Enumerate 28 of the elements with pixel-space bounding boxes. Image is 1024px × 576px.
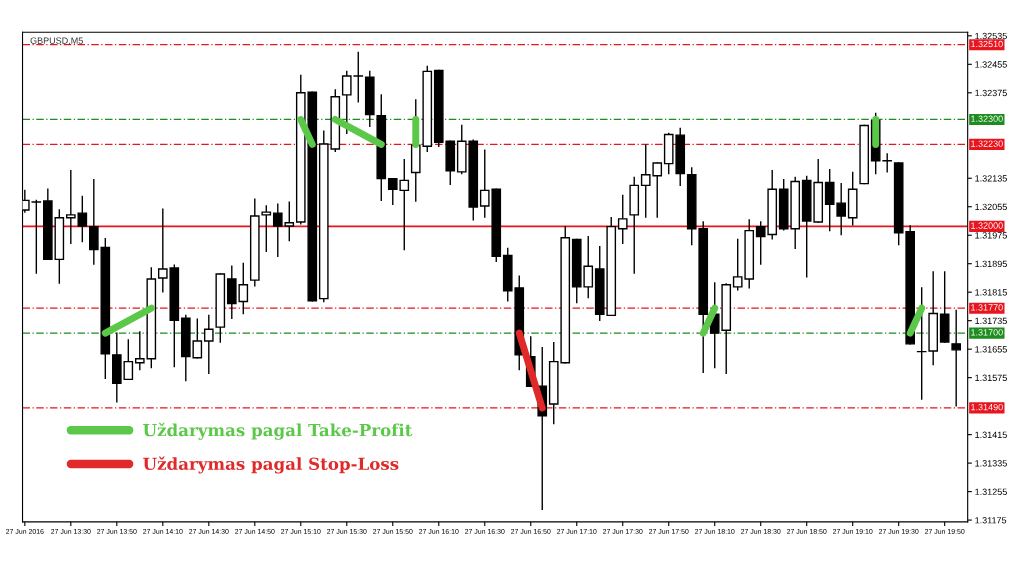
y-tick-label: 1.31735 bbox=[975, 317, 1007, 325]
y-tick-label: 1.31895 bbox=[975, 260, 1007, 268]
y-tick-label: 1.31335 bbox=[975, 460, 1007, 467]
ref-line-label: 1.32230 bbox=[971, 140, 1003, 147]
y-tick-label: 1.32055 bbox=[975, 203, 1007, 211]
candlestick bbox=[617, 194, 628, 245]
legend-label: Uždarymas pagal Stop-Loss bbox=[143, 456, 399, 474]
ref-line-label: 1.32510 bbox=[971, 40, 1003, 48]
chart-title: GBPUSD,M5 bbox=[30, 37, 83, 45]
legend-label: Uždarymas pagal Take-Profit bbox=[143, 422, 413, 440]
ref-line-label: 1.31770 bbox=[971, 304, 1003, 311]
y-tick-label: 1.32375 bbox=[975, 89, 1007, 97]
y-tick-label: 1.32135 bbox=[975, 175, 1007, 182]
y-tick-label: 1.31815 bbox=[975, 289, 1007, 296]
y-tick-label: 1.31575 bbox=[975, 374, 1007, 382]
candlestick bbox=[951, 309, 962, 407]
y-tick-label: 1.32535 bbox=[975, 32, 1007, 40]
y-tick-label: 1.31255 bbox=[975, 488, 1007, 495]
y-tick-label: 1.31655 bbox=[975, 346, 1007, 353]
y-tick-label: 1.31415 bbox=[975, 431, 1007, 438]
ref-line-label: 1.31490 bbox=[971, 403, 1003, 411]
y-tick-label: 1.31975 bbox=[975, 232, 1007, 239]
candlestick bbox=[203, 314, 214, 375]
y-tick-label: 1.32455 bbox=[975, 61, 1007, 68]
y-tick-label: 1.31175 bbox=[975, 517, 1007, 524]
ref-line-label: 1.32300 bbox=[971, 115, 1003, 122]
ref-line-label: 1.31700 bbox=[971, 329, 1003, 336]
ref-line-label: 1.32000 bbox=[971, 222, 1003, 229]
